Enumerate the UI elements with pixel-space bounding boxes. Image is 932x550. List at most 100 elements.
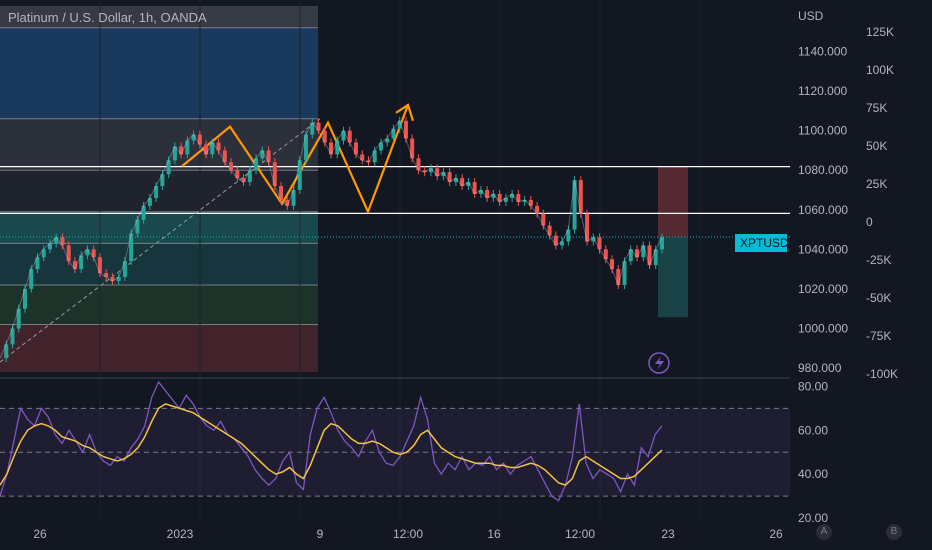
candle-body [60, 237, 65, 246]
rsi-tick-label: 60.00 [798, 423, 828, 437]
candle-body [266, 150, 271, 163]
time-tick-label: 26 [33, 527, 47, 541]
candle-body [72, 261, 77, 270]
candle-body [22, 288, 27, 309]
candle-body [660, 237, 664, 250]
time-tick-label: 16 [487, 527, 501, 541]
fib-zone [0, 324, 318, 372]
candle-body [160, 174, 165, 187]
candle-body [353, 142, 358, 155]
candle-body [204, 144, 209, 155]
candle-body [466, 182, 471, 187]
symbol-tag-label: XPTUSD [740, 236, 789, 250]
position-stop-zone [658, 166, 688, 238]
candle-body [616, 269, 621, 285]
candle-body [603, 249, 608, 260]
candle-body [591, 237, 596, 242]
candle-body [297, 160, 302, 190]
candle-body [97, 257, 102, 274]
fib-zone [0, 170, 318, 212]
candle-body [110, 277, 115, 281]
candle-body [503, 197, 508, 202]
volume-tick-label: 100K [866, 63, 894, 77]
candle-body [166, 160, 171, 175]
candle-body [10, 328, 15, 345]
candle-body [41, 249, 46, 258]
candle-body [385, 138, 390, 143]
candle-body [279, 186, 284, 200]
candle-body [585, 213, 590, 242]
candle-body [397, 120, 402, 129]
chart-drawings [0, 103, 790, 363]
candle-body [535, 205, 540, 214]
candle-body [541, 213, 546, 226]
candle-body [247, 170, 252, 183]
rsi-tick-label: 80.00 [798, 379, 828, 393]
candle-body [291, 189, 296, 206]
candle-body [272, 162, 277, 187]
candle-body [528, 199, 533, 206]
price-tick-label: 1100.000 [798, 124, 847, 138]
candle-body [122, 261, 127, 278]
candle-body [129, 233, 134, 262]
pattern-zigzag [181, 104, 410, 215]
candle-body [378, 142, 383, 151]
time-tick-label: 26 [769, 527, 783, 541]
candle-body [16, 308, 21, 329]
time-tick-label: 12:00 [565, 527, 595, 541]
volume-axis: 125K 100K 75K 50K 25K 0 -25K -50K -75K -100K [866, 25, 898, 381]
candle-body [441, 172, 446, 177]
candle-body [472, 182, 477, 194]
candle-body [360, 154, 365, 161]
rsi-tick-label: 40.00 [798, 467, 828, 481]
candle-body [254, 158, 259, 171]
candle-body [147, 197, 152, 206]
volume-tick-label: -100K [866, 367, 898, 381]
axis-button-a[interactable]: A [816, 524, 832, 540]
axis-button-b[interactable]: B [886, 524, 902, 540]
candle-body [635, 249, 640, 258]
chart-icons [648, 352, 670, 374]
candle-body [560, 241, 565, 246]
candle-body [410, 138, 415, 159]
candle-body [341, 130, 346, 141]
fib-zone [0, 6, 318, 28]
time-tick-label: 23 [661, 527, 675, 541]
fib-zone [0, 243, 318, 285]
candle-body [435, 168, 440, 177]
candle-body [154, 186, 159, 198]
candle-body [647, 245, 652, 266]
time-tick-label: 2023 [167, 527, 194, 541]
candle-body [597, 237, 602, 250]
axis-background [790, 0, 932, 550]
lightning-icon [648, 352, 670, 374]
candle-body [322, 130, 327, 143]
candle-body [222, 150, 227, 163]
currency-label: USD [798, 9, 824, 23]
price-tick-label: 1020.000 [798, 282, 848, 296]
candle-body [553, 235, 558, 246]
candle-body [191, 134, 196, 141]
volume-tick-label: -25K [866, 253, 891, 267]
candle-body [372, 150, 377, 163]
candle-body [447, 172, 452, 183]
candle-body [66, 245, 71, 262]
candle-body [628, 249, 633, 262]
price-tick-label: 1140.000 [798, 45, 847, 59]
candle-body [610, 259, 615, 270]
candle-body [572, 180, 577, 230]
candle-body [91, 249, 96, 258]
candle-body [47, 243, 52, 250]
price-tick-label: 1080.000 [798, 163, 848, 177]
candle-body [260, 150, 265, 159]
candle-body [491, 193, 496, 198]
volume-tick-label: 50K [866, 139, 887, 153]
candle-body [185, 140, 190, 155]
candle-body [329, 142, 333, 155]
fib-zone [0, 211, 318, 244]
candle-body [622, 261, 627, 285]
candle-body [4, 344, 9, 359]
price-tick-label: 1060.000 [798, 203, 848, 217]
candle-body [403, 120, 408, 139]
